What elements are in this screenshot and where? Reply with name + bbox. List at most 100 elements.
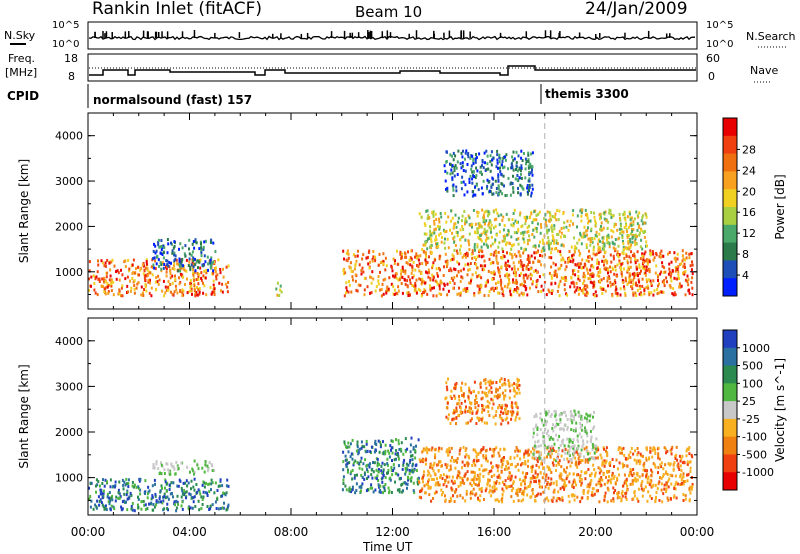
echo-cell — [409, 278, 411, 282]
echo-cell — [516, 386, 519, 390]
echo-cell — [681, 249, 684, 253]
echo-cell — [682, 270, 685, 274]
echo-cell — [487, 223, 490, 227]
freq-tick-top: 18 — [64, 52, 78, 65]
echo-cell — [633, 252, 636, 256]
echo-cell — [515, 168, 517, 171]
echo-cell — [99, 488, 102, 492]
echo-cell — [682, 265, 685, 269]
echo-cell — [673, 461, 676, 464]
echo-cell — [483, 498, 485, 501]
echo-cell — [572, 253, 575, 257]
echo-cell — [661, 290, 664, 294]
echo-cell — [625, 477, 628, 481]
echo-cell — [480, 487, 483, 491]
echo-cell — [392, 257, 395, 261]
echo-cell — [550, 251, 553, 255]
echo-cell — [408, 468, 411, 472]
echo-cell — [616, 492, 619, 496]
echo-cell — [503, 381, 506, 385]
echo-cell — [473, 245, 476, 249]
echo-cell — [448, 475, 451, 479]
echo-cell — [464, 151, 467, 155]
echo-cell — [486, 482, 489, 486]
echo-cell — [530, 164, 533, 168]
echo-cell — [121, 507, 124, 511]
echo-cell — [462, 180, 465, 184]
echo-cell — [342, 482, 345, 485]
echo-cell — [644, 268, 647, 272]
echo-cell — [528, 234, 531, 238]
echo-cell — [554, 413, 557, 417]
echo-cell — [490, 494, 493, 498]
echo-cell — [578, 476, 581, 480]
echo-cell — [603, 217, 606, 221]
echo-cell — [135, 267, 137, 271]
echo-cell — [572, 472, 575, 476]
echo-cell — [475, 411, 478, 415]
echo-cell — [193, 289, 196, 293]
echo-cell — [580, 242, 583, 246]
echo-cell — [424, 462, 427, 466]
echo-cell — [118, 492, 121, 496]
echo-cell — [452, 494, 454, 498]
echo-cell — [518, 274, 521, 277]
echo-cell — [531, 187, 534, 191]
echo-cell — [475, 394, 478, 398]
echo-cell — [582, 275, 585, 279]
echo-cell — [398, 464, 400, 468]
echo-cell — [632, 468, 635, 471]
echo-cell — [509, 463, 512, 467]
echo-cell — [453, 459, 455, 463]
echo-cell — [363, 288, 366, 292]
echo-cell — [551, 437, 554, 441]
echo-cell — [489, 154, 492, 158]
echo-cell — [582, 232, 585, 236]
echo-cell — [459, 280, 462, 283]
echo-cell — [474, 160, 477, 164]
echo-cell — [115, 495, 118, 499]
echo-cell — [589, 482, 591, 486]
echo-cell — [548, 437, 551, 441]
echo-cell — [577, 440, 580, 444]
echo-cell — [497, 406, 499, 410]
echo-cell — [535, 283, 538, 287]
echo-cell — [225, 484, 228, 488]
echo-cell — [665, 470, 668, 474]
echo-cell — [518, 417, 521, 421]
echo-cell — [411, 470, 414, 474]
echo-cell — [674, 457, 677, 460]
echo-cell — [479, 472, 482, 476]
echo-cell — [480, 239, 483, 243]
echo-cell — [471, 273, 474, 277]
echo-cell — [620, 492, 623, 496]
echo-cell — [560, 243, 563, 247]
echo-cell — [473, 175, 475, 178]
echo-cell — [586, 434, 589, 438]
echo-cell — [455, 189, 458, 193]
echo-cell — [473, 293, 476, 297]
echo-cell — [533, 251, 536, 255]
echo-cell — [478, 152, 481, 156]
echo-cell — [668, 262, 671, 266]
echo-cell — [559, 418, 562, 422]
echo-cell — [686, 447, 689, 451]
echo-cell — [174, 274, 176, 278]
echo-cell — [445, 415, 448, 419]
echo-cell — [220, 289, 222, 293]
echo-cell — [629, 216, 632, 220]
echo-cell — [581, 459, 584, 463]
echo-cell — [399, 252, 402, 256]
echo-cell — [454, 244, 457, 247]
echo-cell — [369, 450, 372, 454]
echo-cell — [558, 413, 561, 417]
echo-cell — [188, 247, 190, 251]
echo-cell — [424, 243, 427, 247]
echo-cell — [552, 237, 555, 241]
echo-cell — [457, 149, 460, 153]
echo-cell — [469, 174, 472, 178]
echo-cell — [635, 283, 637, 287]
echo-cell — [628, 472, 631, 476]
echo-cell — [489, 220, 492, 224]
